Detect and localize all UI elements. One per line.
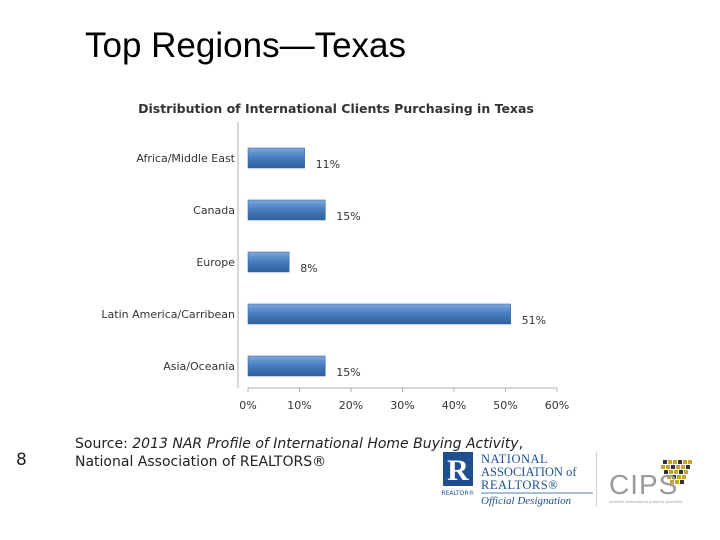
cips-grid-cell bbox=[664, 470, 668, 474]
cips-grid-cell bbox=[672, 475, 676, 479]
slide-number: 8 bbox=[16, 450, 27, 470]
category-label: Canada bbox=[193, 204, 235, 217]
realtor-r-icon bbox=[443, 452, 473, 486]
realtor-mark: REALTOR® bbox=[441, 490, 474, 497]
source-org: National Association of REALTORS® bbox=[75, 454, 327, 470]
category-label: Africa/Middle East bbox=[136, 152, 235, 165]
cips-logo: CIPS certified international property sp… bbox=[609, 460, 692, 504]
logo-divider bbox=[596, 452, 597, 507]
x-tick-label: 40% bbox=[442, 399, 466, 412]
bar-chart: Distribution of International Clients Pu… bbox=[101, 101, 569, 412]
cips-grid-cell bbox=[667, 475, 671, 479]
source-line-1: Source: 2013 NAR Profile of Internationa… bbox=[75, 435, 523, 453]
nar-line-3: REALTORS® bbox=[481, 478, 558, 492]
bar bbox=[247, 251, 290, 273]
source-citation: Source: 2013 NAR Profile of Internationa… bbox=[75, 435, 523, 471]
nar-line-1: NATIONAL bbox=[481, 452, 548, 466]
cips-grid-cell bbox=[676, 465, 680, 469]
cips-grid-cell bbox=[680, 480, 684, 484]
cips-grid-cell bbox=[661, 465, 665, 469]
category-label: Asia/Oceania bbox=[163, 360, 235, 373]
value-label: 11% bbox=[316, 158, 340, 171]
nar-line-2: ASSOCIATION of bbox=[481, 465, 577, 479]
cips-tagline: certified international property special… bbox=[609, 500, 683, 504]
cips-grid-cell bbox=[671, 465, 675, 469]
chart-title: Distribution of International Clients Pu… bbox=[138, 101, 534, 116]
x-tick-label: 10% bbox=[287, 399, 311, 412]
nar-subtitle: Official Designation bbox=[481, 495, 572, 507]
cips-grid-cell bbox=[679, 470, 683, 474]
x-tick-label: 20% bbox=[339, 399, 363, 412]
category-label: Europe bbox=[196, 256, 235, 269]
bar bbox=[247, 355, 326, 377]
x-tick-label: 0% bbox=[239, 399, 256, 412]
bar bbox=[247, 303, 511, 325]
value-label: 51% bbox=[522, 314, 546, 327]
cips-grid-cell bbox=[670, 480, 674, 484]
source-suffix: , bbox=[518, 436, 524, 452]
source-title: 2013 NAR Profile of International Home B… bbox=[132, 436, 519, 452]
cips-grid-cell bbox=[686, 465, 690, 469]
source-prefix: Source: bbox=[75, 436, 133, 452]
x-tick-label: 30% bbox=[390, 399, 414, 412]
cips-grid-cell bbox=[663, 460, 667, 464]
cips-grid-cell bbox=[668, 460, 672, 464]
cips-wordmark: CIPS bbox=[609, 469, 678, 500]
cips-grid-cell bbox=[682, 475, 686, 479]
cips-grid-icon bbox=[661, 460, 692, 484]
bar bbox=[247, 147, 305, 169]
cips-grid-cell bbox=[683, 460, 687, 464]
x-tick-label: 50% bbox=[493, 399, 517, 412]
cips-grid-cell bbox=[684, 470, 688, 474]
x-tick-label: 60% bbox=[545, 399, 569, 412]
nar-logo: R REALTOR® NATIONAL ASSOCIATION of REALT… bbox=[441, 452, 593, 507]
slide-title: Top Regions—Texas bbox=[85, 26, 406, 65]
value-label: 15% bbox=[336, 210, 360, 223]
cips-grid-cell bbox=[673, 460, 677, 464]
value-label: 15% bbox=[336, 366, 360, 379]
cips-grid-cell bbox=[674, 470, 678, 474]
category-label: Latin America/Carribean bbox=[101, 308, 235, 321]
realtor-r-glyph: R bbox=[447, 454, 469, 487]
cips-grid-cell bbox=[666, 465, 670, 469]
cips-grid-cell bbox=[677, 475, 681, 479]
bar bbox=[247, 199, 326, 221]
value-label: 8% bbox=[300, 262, 317, 275]
cips-grid-cell bbox=[688, 460, 692, 464]
cips-grid-cell bbox=[681, 465, 685, 469]
cips-grid-cell bbox=[669, 470, 673, 474]
cips-grid-cell bbox=[675, 480, 679, 484]
cips-grid-cell bbox=[678, 460, 682, 464]
